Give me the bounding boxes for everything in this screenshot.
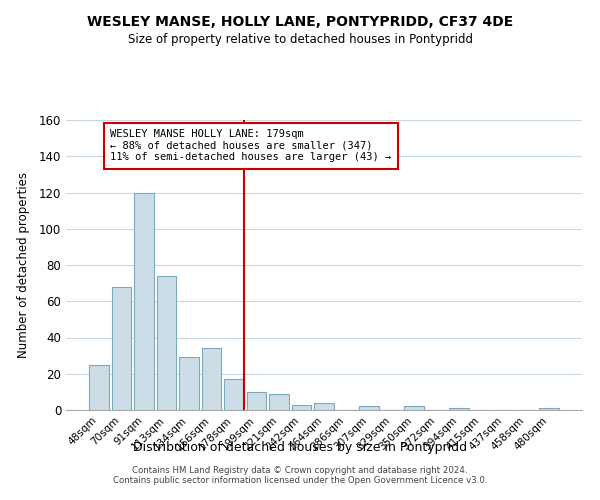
Bar <box>449 408 469 410</box>
Bar <box>269 394 289 410</box>
Bar <box>314 403 334 410</box>
Text: WESLEY MANSE HOLLY LANE: 179sqm
← 88% of detached houses are smaller (347)
11% o: WESLEY MANSE HOLLY LANE: 179sqm ← 88% of… <box>110 129 392 162</box>
Bar <box>224 379 244 410</box>
Bar <box>134 192 154 410</box>
Bar <box>89 364 109 410</box>
Bar <box>292 404 311 410</box>
Bar <box>539 408 559 410</box>
Bar <box>359 406 379 410</box>
Text: Distribution of detached houses by size in Pontypridd: Distribution of detached houses by size … <box>133 441 467 454</box>
Bar <box>202 348 221 410</box>
Y-axis label: Number of detached properties: Number of detached properties <box>17 172 31 358</box>
Text: WESLEY MANSE, HOLLY LANE, PONTYPRIDD, CF37 4DE: WESLEY MANSE, HOLLY LANE, PONTYPRIDD, CF… <box>87 15 513 29</box>
Bar <box>247 392 266 410</box>
Text: Contains HM Land Registry data © Crown copyright and database right 2024.
Contai: Contains HM Land Registry data © Crown c… <box>113 466 487 485</box>
Text: Size of property relative to detached houses in Pontypridd: Size of property relative to detached ho… <box>128 32 473 46</box>
Bar <box>157 276 176 410</box>
Bar <box>179 358 199 410</box>
Bar <box>112 287 131 410</box>
Bar <box>404 406 424 410</box>
